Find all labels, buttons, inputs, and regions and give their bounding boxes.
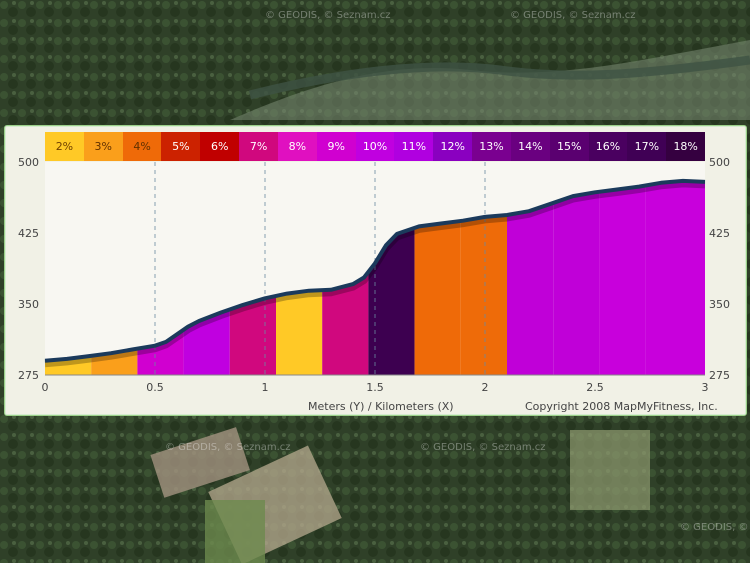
y-tick-label-left: 500 [18, 156, 39, 169]
x-tick-label: 1 [262, 381, 269, 394]
y-tick-label-right: 275 [709, 369, 730, 382]
legend-item-9pct: 9% [316, 132, 356, 161]
map-watermark-2: © GEODIS, © Seznam.cz [510, 10, 636, 21]
y-tick-label-right: 425 [709, 227, 730, 240]
x-tick-label: 1.5 [366, 381, 384, 394]
x-tick-label: 0 [42, 381, 49, 394]
grade-segment-3 [183, 309, 230, 375]
x-tick-label: 0.5 [146, 381, 164, 394]
axis-units-label: Meters (Y) / Kilometers (X) [308, 400, 454, 413]
legend-item-6pct: 6% [200, 132, 240, 161]
legend-item-18pct: 18% [666, 132, 706, 161]
y-tick-label-left: 275 [18, 369, 39, 382]
y-tick-label-left: 350 [18, 298, 39, 311]
legend-item-2pct: 2% [45, 132, 84, 161]
x-tick-label: 2 [482, 381, 489, 394]
grade-legend: 2% 3% 4% 5% 6% 7% 8% 9% 10% 11% 12% 13% 14% 15% 16% 17%… [45, 132, 706, 161]
grade-segment-8 [414, 221, 461, 375]
x-tick-label: 2.5 [586, 381, 604, 394]
copyright-text: Copyright 2008 MapMyFitness, Inc. [525, 400, 718, 413]
grade-segment-2 [137, 329, 184, 375]
y-tick-label-right: 500 [709, 156, 730, 169]
legend-item-7pct: 7% [239, 132, 278, 161]
grade-segment-11 [553, 191, 600, 375]
legend-item-16pct: 16% [588, 132, 628, 161]
y-tick-label-left: 425 [18, 227, 39, 240]
grade-segment-13 [645, 180, 705, 375]
grade-segment-4 [229, 296, 276, 375]
elevation-line-shadow [44, 180, 706, 368]
legend-item-17pct: 17% [627, 132, 667, 161]
legend-item-13pct: 13% [472, 132, 511, 161]
grade-segment-12 [599, 185, 646, 375]
elevation-line [44, 178, 706, 363]
x-tick-label: 3 [702, 381, 709, 394]
y-tick-label-right: 350 [709, 298, 730, 311]
legend-item-12pct: 12% [433, 132, 473, 161]
map-watermark: © GEODIS, © Seznam.cz [265, 10, 391, 21]
legend-item-4pct: 4% [122, 132, 162, 161]
grade-segment-10 [507, 202, 554, 375]
grade-segment-7 [368, 227, 415, 375]
legend-item-8pct: 8% [277, 132, 317, 161]
grade-segment-9 [460, 215, 507, 375]
map-watermark-4: © GEODIS, © Seznam.cz [420, 442, 546, 453]
legend-item-14pct: 14% [510, 132, 550, 161]
legend-item-15pct: 15% [549, 132, 589, 161]
grade-segment-5 [276, 290, 323, 375]
legend-item-5pct: 5% [161, 132, 201, 161]
legend-item-10pct: 10% [355, 132, 395, 161]
legend-item-11pct: 11% [394, 132, 434, 161]
legend-item-3pct: 3% [83, 132, 123, 161]
map-watermark-5: © GEODIS, © Seznam.cz [680, 522, 750, 533]
map-watermark-3: © GEODIS, © Seznam.cz [165, 442, 291, 453]
grade-segment-6 [322, 271, 369, 375]
